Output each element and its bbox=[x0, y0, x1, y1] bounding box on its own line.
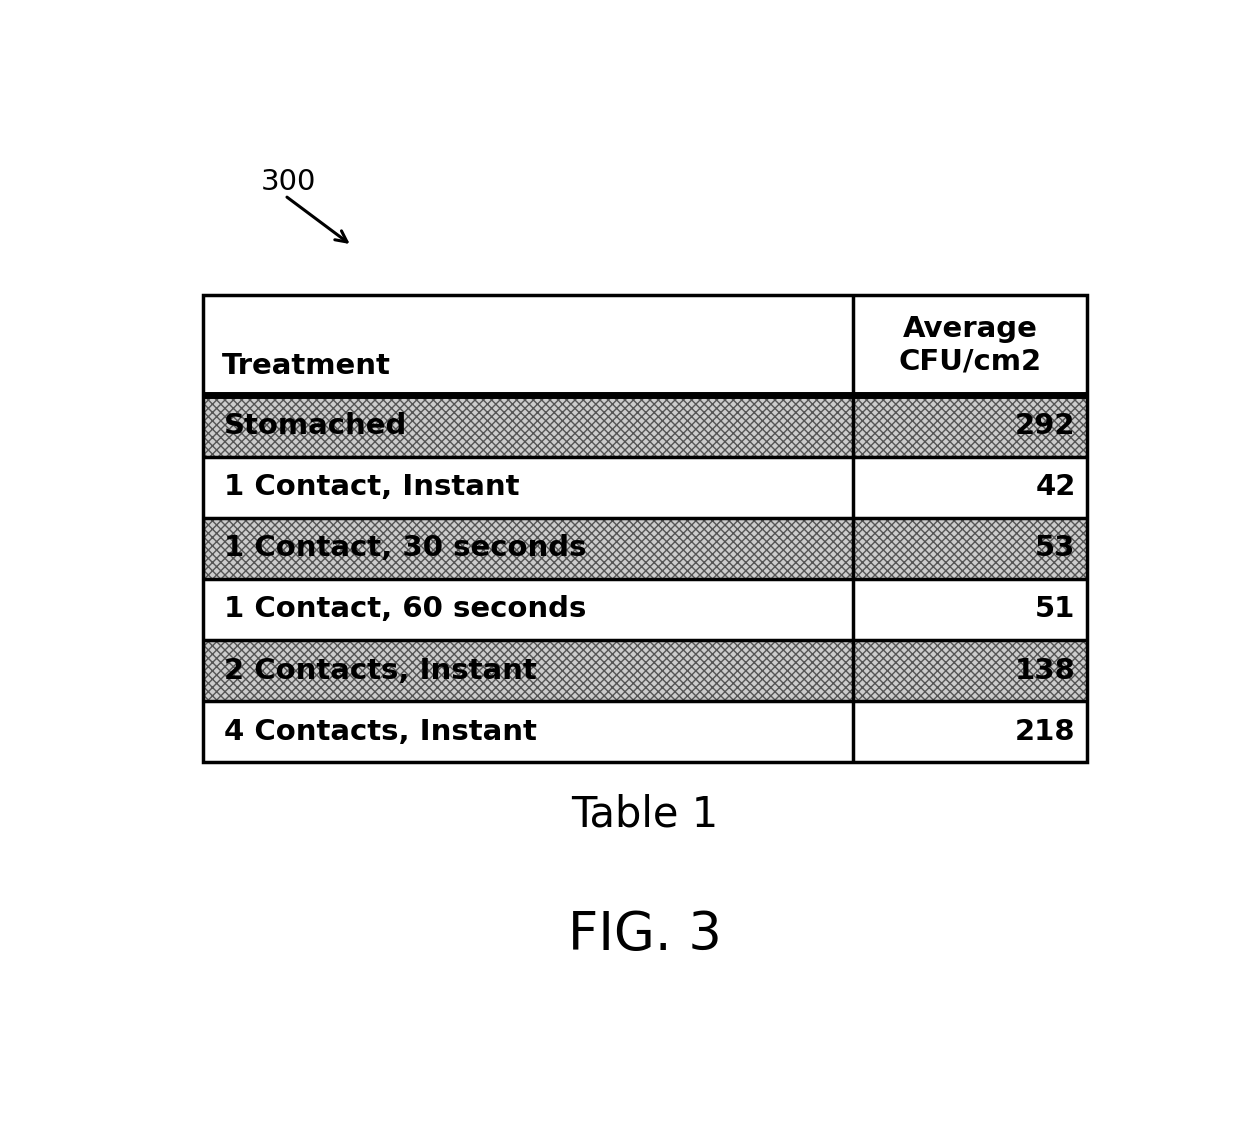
Text: Treatment: Treatment bbox=[222, 352, 391, 380]
Text: 138: 138 bbox=[1014, 656, 1075, 685]
Text: 4 Contacts, Instant: 4 Contacts, Instant bbox=[224, 718, 537, 746]
Text: 300: 300 bbox=[260, 169, 316, 197]
Text: 1 Contact, 60 seconds: 1 Contact, 60 seconds bbox=[224, 596, 587, 624]
Text: 53: 53 bbox=[1035, 534, 1075, 562]
Text: Stomached: Stomached bbox=[224, 413, 408, 441]
Text: FIG. 3: FIG. 3 bbox=[568, 909, 722, 961]
Bar bbox=[203, 640, 1087, 701]
Bar bbox=[203, 396, 1087, 456]
Text: 2 Contacts, Instant: 2 Contacts, Instant bbox=[224, 656, 537, 685]
Text: 1 Contact, Instant: 1 Contact, Instant bbox=[224, 473, 520, 501]
Text: 51: 51 bbox=[1035, 596, 1075, 624]
Text: 218: 218 bbox=[1016, 718, 1075, 746]
Text: 1 Contact, 30 seconds: 1 Contact, 30 seconds bbox=[224, 534, 587, 562]
Text: 292: 292 bbox=[1016, 413, 1075, 441]
Text: 42: 42 bbox=[1035, 473, 1075, 501]
Text: Average
CFU/cm2: Average CFU/cm2 bbox=[899, 315, 1042, 375]
Bar bbox=[203, 518, 1087, 579]
Bar bbox=[203, 294, 1087, 762]
Text: Table 1: Table 1 bbox=[572, 794, 719, 835]
